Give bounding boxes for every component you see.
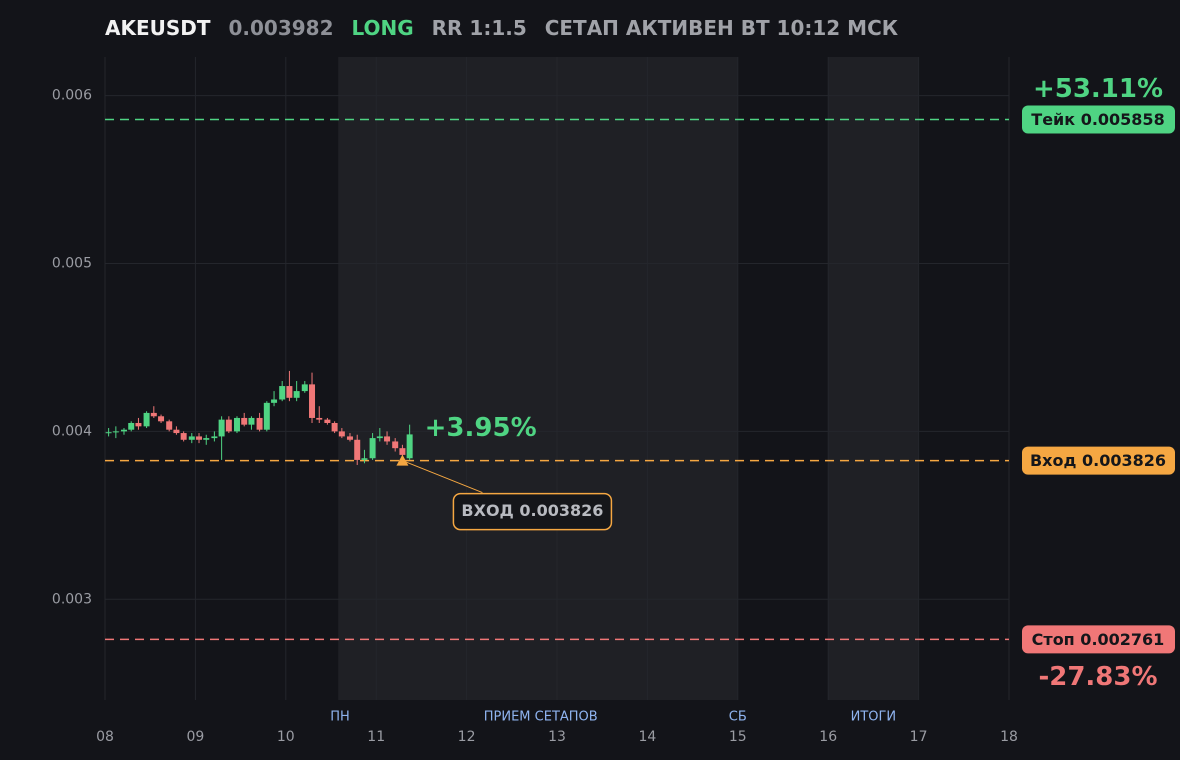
candle-body bbox=[346, 436, 353, 440]
candle-body bbox=[324, 419, 331, 423]
candle-body bbox=[263, 402, 270, 430]
level-label: Вход 0.003826 bbox=[1030, 451, 1166, 470]
risk-reward: RR 1:1.5 bbox=[431, 16, 527, 40]
candle-body bbox=[248, 417, 255, 425]
candle-body bbox=[392, 441, 399, 449]
candle-body bbox=[120, 429, 127, 432]
candle-body bbox=[286, 386, 293, 398]
y-tick-label: 0.006 bbox=[52, 88, 92, 104]
candle-body bbox=[233, 417, 240, 432]
candle-body bbox=[203, 438, 210, 440]
candle-body bbox=[196, 436, 203, 440]
session-label: ПН bbox=[330, 710, 350, 725]
entry-callout-label: ВХОД 0.003826 bbox=[461, 501, 603, 520]
level-badge bbox=[1022, 625, 1175, 654]
candle-body bbox=[166, 421, 173, 430]
candle-body bbox=[158, 416, 165, 422]
side: LONG bbox=[351, 16, 414, 40]
candle-body bbox=[279, 386, 286, 400]
x-tick-label: 18 bbox=[1000, 729, 1018, 745]
x-tick-label: 16 bbox=[819, 729, 837, 745]
candle-body bbox=[241, 417, 248, 425]
candle-body bbox=[309, 384, 316, 418]
candle-body bbox=[188, 436, 195, 440]
candle-body bbox=[293, 391, 300, 398]
callout-line bbox=[402, 460, 483, 494]
candle-body bbox=[128, 422, 135, 430]
candle-body bbox=[150, 412, 157, 417]
x-tick-label: 12 bbox=[458, 729, 476, 745]
x-tick-label: 11 bbox=[367, 729, 385, 745]
candle-body bbox=[316, 417, 323, 420]
candle-body bbox=[218, 419, 225, 437]
last-price: 0.003982 bbox=[228, 16, 334, 40]
candle-body bbox=[384, 436, 391, 442]
candle-body bbox=[354, 439, 361, 460]
level-label: Стоп 0.002761 bbox=[1032, 630, 1165, 649]
y-tick-label: 0.003 bbox=[52, 591, 92, 607]
candle-body bbox=[338, 431, 345, 437]
candle-body bbox=[180, 433, 187, 440]
session-label: ПРИЕМ СЕТАПОВ bbox=[484, 710, 598, 725]
level-label: Тейк 0.005858 bbox=[1031, 110, 1164, 129]
x-tick-label: 08 bbox=[96, 729, 114, 745]
x-tick-label: 14 bbox=[638, 729, 656, 745]
y-tick-label: 0.005 bbox=[52, 255, 92, 271]
session-band bbox=[828, 57, 919, 700]
entry-callout bbox=[452, 492, 613, 531]
candle-body bbox=[399, 448, 406, 455]
candle-body bbox=[225, 419, 232, 432]
candle-body bbox=[112, 431, 119, 433]
candle-body bbox=[369, 438, 376, 459]
x-tick-label: 10 bbox=[277, 729, 295, 745]
status: СЕТАП АКТИВЕН ВТ 10:12 МСК bbox=[544, 16, 899, 40]
candle-body bbox=[105, 432, 112, 434]
x-tick-label: 17 bbox=[910, 729, 928, 745]
candle-body bbox=[376, 436, 383, 439]
session-label: ИТОГИ bbox=[851, 710, 897, 725]
candle-body bbox=[143, 412, 150, 427]
candle-body bbox=[271, 399, 278, 403]
x-tick-label: 15 bbox=[729, 729, 747, 745]
candle-body bbox=[256, 417, 263, 430]
candle-body bbox=[211, 436, 218, 439]
candle-body bbox=[331, 422, 338, 432]
x-tick-label: 09 bbox=[186, 729, 204, 745]
level-badge bbox=[1022, 105, 1175, 134]
level-badge bbox=[1022, 446, 1175, 475]
level-percent: +53.11% bbox=[1033, 74, 1163, 104]
candle-body bbox=[173, 429, 180, 434]
session-label: СБ bbox=[729, 710, 747, 725]
y-tick-label: 0.004 bbox=[52, 423, 92, 439]
candle-body bbox=[135, 422, 142, 427]
header: AKEUSDT 0.003982 LONG RR 1:1.5 СЕТАП АКТ… bbox=[105, 16, 909, 40]
x-tick-label: 13 bbox=[548, 729, 566, 745]
level-percent: -27.83% bbox=[1038, 662, 1157, 692]
candle-body bbox=[361, 458, 368, 460]
candle-body bbox=[406, 434, 413, 459]
change-label: +3.95% bbox=[425, 413, 537, 443]
candle-body bbox=[301, 384, 308, 392]
session-band bbox=[338, 57, 738, 700]
entry-marker bbox=[396, 454, 409, 466]
symbol: AKEUSDT bbox=[105, 16, 211, 40]
